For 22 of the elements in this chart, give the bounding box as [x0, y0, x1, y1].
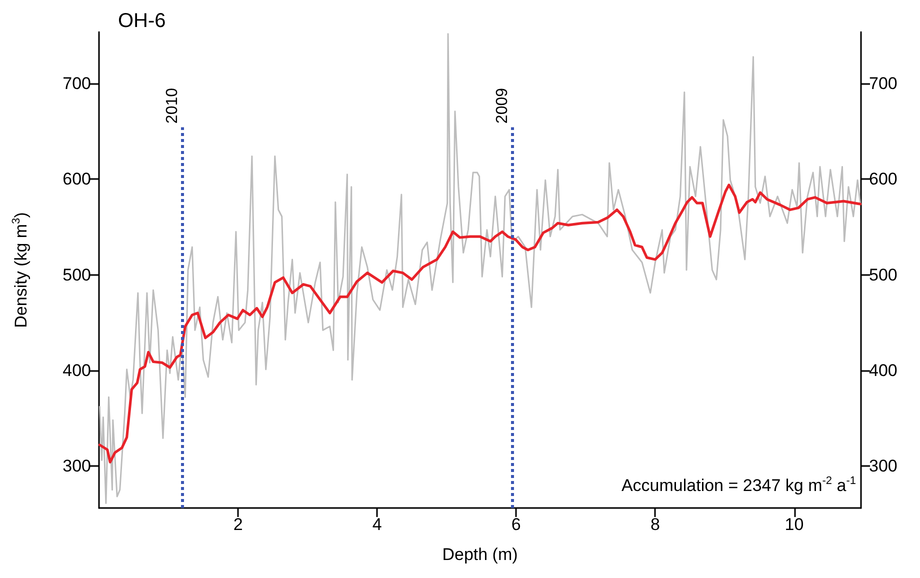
y2-tick-label: 700 — [869, 74, 898, 94]
line-series — [98, 33, 862, 504]
y-tick-label: 700 — [62, 74, 91, 94]
x-tick-label: 8 — [650, 515, 660, 534]
chart-title: OH-6 — [118, 10, 166, 32]
y-axis-title: Density (kg m3) — [10, 212, 30, 328]
y-tick-label: 300 — [62, 456, 91, 476]
y-tick-label: 500 — [62, 265, 91, 284]
y2-tick-label: 300 — [869, 456, 898, 476]
y2-tick-label: 400 — [869, 360, 898, 380]
y-tick-label: 400 — [62, 360, 91, 380]
x-axis-title: Depth (m) — [442, 545, 518, 564]
x-tick-label: 10 — [784, 515, 804, 534]
line-series — [98, 184, 862, 464]
annotation: 2009 — [494, 88, 512, 124]
y2-tick-label: 600 — [869, 170, 898, 189]
y-tick-label: 600 — [62, 170, 91, 189]
y2-tick-label: 500 — [869, 265, 898, 284]
x-tick-label: 6 — [511, 515, 521, 534]
x-tick-label: 2 — [233, 515, 243, 534]
annotation: 2010 — [164, 88, 181, 124]
x-tick-label: 4 — [372, 515, 382, 534]
